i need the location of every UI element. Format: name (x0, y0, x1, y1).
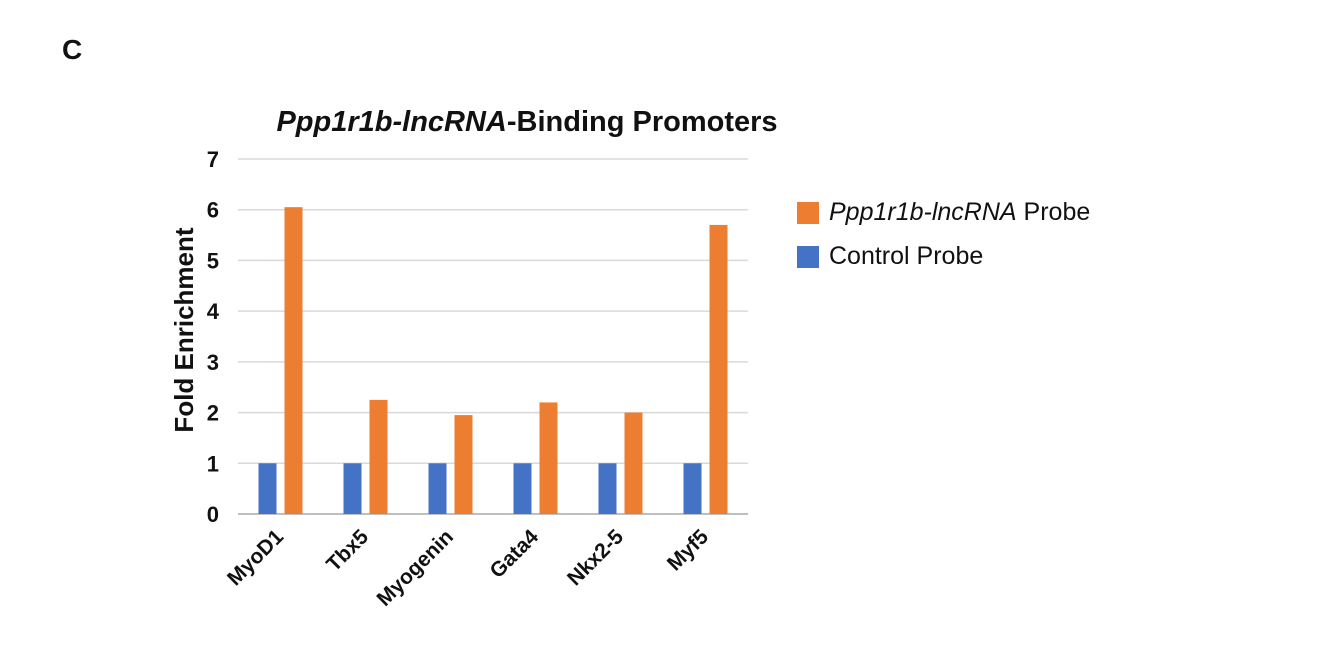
y-tick-label: 3 (207, 350, 219, 375)
bar-probe-myf5 (709, 224, 728, 514)
chart-title: Ppp1r1b-lncRNA-Binding Promoters (276, 106, 777, 138)
y-tick-label: 5 (207, 248, 219, 273)
chart-title-italic: Ppp1r1b-lncRNA (276, 106, 506, 138)
chart-title-rest: -Binding Promoters (507, 106, 778, 138)
bar-control-tbx5 (343, 463, 362, 514)
x-tick-label: Nkx2-5 (563, 525, 628, 590)
y-tick-label: 2 (207, 401, 219, 426)
bar-probe-nkx2-5 (624, 412, 643, 514)
bar-control-myod1 (258, 463, 277, 514)
bar-control-myogenin (428, 463, 447, 514)
bar-control-gata4 (513, 463, 532, 514)
legend-label-control: Control Probe (829, 242, 984, 270)
x-tick-label: Gata4 (485, 525, 543, 583)
x-tick-label: MyoD1 (223, 525, 288, 590)
y-tick-labels: 0 1 2 3 4 5 6 7 (207, 147, 220, 527)
x-tick-label: Myf5 (663, 525, 713, 575)
legend-item-control: Control Probe (797, 242, 983, 271)
gridlines (238, 158, 748, 515)
legend-swatch-control (797, 245, 819, 268)
legend-item-probe: Ppp1r1b-lncRNA Probe (797, 198, 1090, 227)
bar-control-myf5 (683, 463, 702, 514)
x-tick-label: Tbx5 (322, 525, 373, 576)
y-tick-label: 6 (207, 198, 219, 223)
y-axis-label: Fold Enrichment (169, 227, 199, 432)
bar-probe-tbx5 (369, 399, 388, 514)
bar-probe-myogenin (454, 415, 473, 514)
y-tick-label: 4 (207, 299, 220, 324)
panel-label: C (62, 34, 83, 65)
bar-control-nkx2-5 (598, 463, 617, 514)
y-tick-label: 1 (207, 451, 219, 476)
y-tick-label: 0 (207, 502, 219, 527)
y-tick-label: 7 (207, 147, 219, 172)
bars (258, 207, 728, 514)
x-tick-label: Myogenin (372, 525, 458, 611)
x-tick-labels: MyoD1 Tbx5 Myogenin Gata4 Nkx2-5 Myf5 (223, 525, 713, 611)
legend-label-probe: Ppp1r1b-lncRNA Probe (829, 198, 1091, 226)
legend-swatch-probe (797, 201, 819, 224)
bar-probe-myod1 (284, 207, 303, 514)
bar-probe-gata4 (539, 402, 558, 514)
